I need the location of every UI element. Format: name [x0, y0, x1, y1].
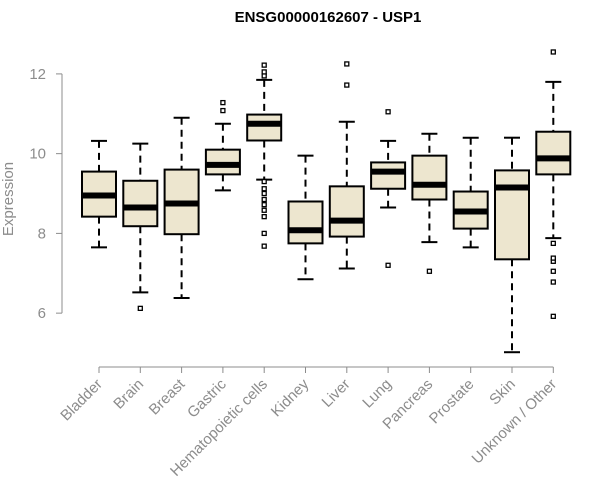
outlier-point	[261, 186, 267, 192]
outlier-point	[550, 313, 556, 319]
box-iqr	[246, 113, 283, 142]
outlier-point	[550, 279, 556, 285]
outlier-point	[261, 178, 267, 185]
outlier-point	[344, 82, 350, 88]
x-tick-label: Prostate	[426, 376, 478, 428]
box-skin	[494, 136, 530, 354]
outlier-point	[550, 255, 556, 261]
outlier-point	[220, 107, 226, 114]
y-tick-label: 12	[29, 66, 46, 83]
x-tick-label: Lung	[359, 376, 395, 412]
x-tick-label: Bladder	[57, 376, 106, 425]
outlier-point	[261, 230, 267, 237]
box-kidney	[287, 154, 324, 281]
box-hematopoietic-cells	[246, 62, 283, 249]
box-brain	[122, 142, 159, 312]
box-liver	[328, 61, 365, 270]
outlier-point	[137, 305, 143, 312]
box-iqr	[370, 161, 407, 190]
box-iqr	[411, 154, 448, 201]
y-tick-label: 10	[29, 146, 46, 163]
box-unknown-other	[535, 49, 572, 319]
chart-title: ENSG00000162607 - USP1	[235, 9, 422, 26]
outlier-point	[261, 213, 267, 220]
box-pancreas	[411, 132, 448, 274]
x-tick-label: Skin	[486, 376, 519, 409]
y-axis: 6 8 10 12	[29, 66, 63, 322]
outlier-point	[261, 243, 267, 249]
box-series	[81, 49, 572, 354]
outlier-point	[261, 62, 267, 68]
outlier-point	[550, 240, 556, 247]
outlier-point	[220, 99, 226, 106]
outlier-point	[385, 262, 391, 268]
y-tick-label: 6	[38, 305, 46, 322]
y-tick-label: 8	[38, 225, 46, 242]
x-tick-label: Kidney	[268, 375, 313, 420]
outlier-point	[261, 69, 267, 75]
outlier-point	[261, 207, 267, 213]
outlier-point	[261, 190, 267, 197]
box-gastric	[204, 99, 241, 192]
box-iqr	[535, 130, 572, 176]
box-iqr	[287, 200, 324, 245]
x-tick-label: Brain	[110, 376, 147, 413]
y-axis-label: Expression	[0, 162, 17, 236]
box-iqr	[328, 185, 365, 238]
box-bladder	[81, 139, 117, 249]
box-iqr	[122, 179, 159, 228]
outlier-point	[261, 196, 267, 203]
box-breast	[163, 116, 200, 299]
outlier-point	[550, 49, 556, 55]
outlier-point	[344, 61, 350, 67]
box-lung	[370, 109, 407, 268]
outlier-point	[261, 202, 267, 208]
outlier-point	[426, 268, 433, 274]
box-prostate	[452, 136, 489, 249]
outlier-point	[550, 268, 556, 274]
x-tick-label: Breast	[146, 375, 189, 418]
outlier-point	[385, 109, 391, 115]
box-iqr	[494, 169, 530, 261]
x-tick-label: Liver	[319, 376, 354, 411]
